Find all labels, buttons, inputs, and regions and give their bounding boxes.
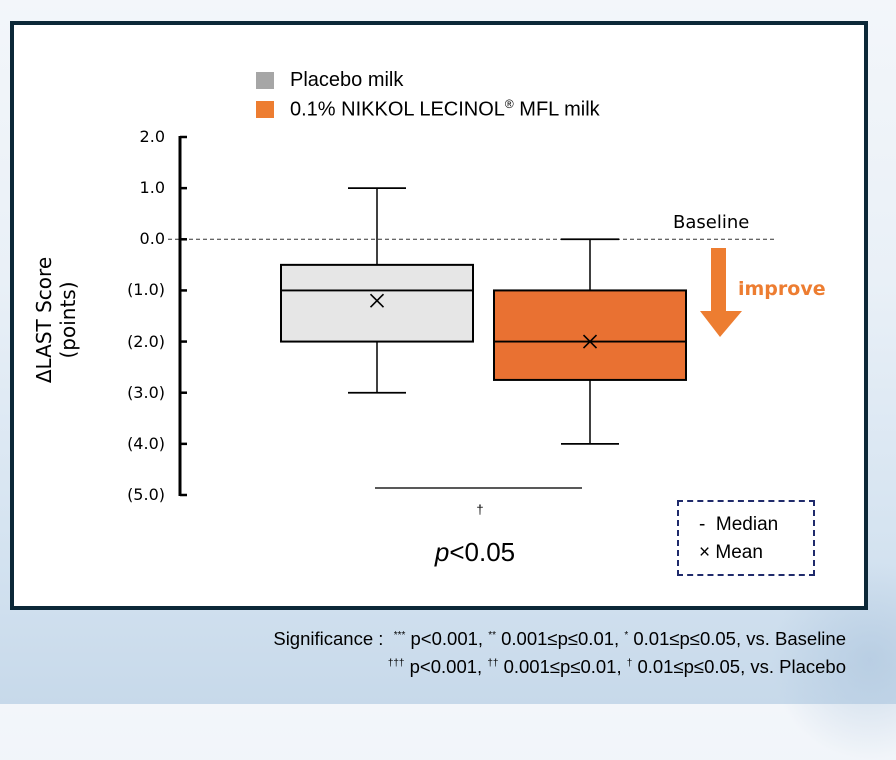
legend-label-mfl: 0.1% NIKKOL LECINOL® MFL milk	[290, 97, 600, 121]
legend-swatch-placebo	[256, 72, 274, 89]
y-tick-label: (2.0)	[127, 331, 165, 351]
y-tick-label: (1.0)	[127, 280, 165, 300]
y-tick-label: 1.0	[139, 178, 165, 198]
key-mean: × Mean	[699, 542, 763, 563]
y-tick-label: (4.0)	[127, 433, 165, 453]
box-plot	[168, 135, 776, 497]
p-value-label: p<0.05	[434, 537, 516, 567]
improve-arrow-head	[700, 311, 742, 337]
legend-item-mfl: 0.1% NIKKOL LECINOL® MFL milk	[256, 97, 600, 122]
y-tick-label: 0.0	[139, 229, 165, 249]
y-tick-label: 2.0	[139, 127, 165, 146]
significance-footnote-line1: Significance : *** p<0.001, ** 0.001≤p≤0…	[273, 628, 846, 649]
legend-item-placebo: Placebo milk	[256, 69, 403, 92]
improve-arrow-shaft	[711, 248, 726, 312]
significance-dagger: †	[476, 502, 484, 517]
key-median: - Median	[699, 514, 779, 535]
y-tick-label: (3.0)	[127, 382, 165, 402]
legend-swatch-mfl	[256, 100, 274, 118]
mfl-mean-marker	[582, 334, 598, 349]
y-tick-label: (5.0)	[127, 485, 165, 504]
median-mean-key: - Median × Mean	[677, 500, 815, 576]
placebo-mean-marker	[369, 293, 385, 308]
significance-footnote-line2: ††† p<0.001, †† 0.001≤p≤0.01, † 0.01≤p≤0…	[387, 656, 846, 677]
improve-label: improve	[738, 278, 826, 300]
baseline-label: Baseline	[673, 212, 750, 233]
mfl-box	[493, 289, 687, 381]
legend-label-placebo: Placebo milk	[290, 69, 404, 91]
placebo-box	[280, 263, 474, 343]
